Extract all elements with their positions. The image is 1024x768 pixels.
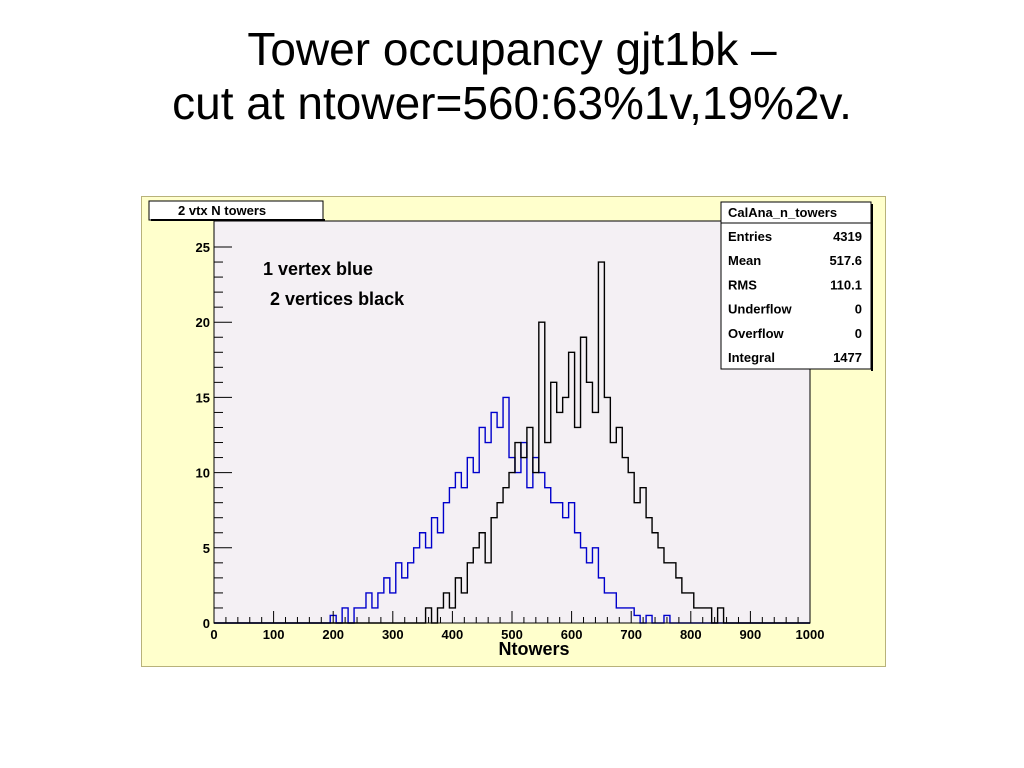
slide-title-line-2: cut at ntower=560:63%1v,19%2v. <box>172 77 852 129</box>
x-tick-label: 100 <box>263 627 285 642</box>
stats-label-underflow: Underflow <box>728 302 792 317</box>
plot-area <box>213 220 811 624</box>
stats-label-entries: Entries <box>728 229 772 244</box>
stats-box-shadow <box>871 204 873 371</box>
x-tick-label: 900 <box>740 627 762 642</box>
x-tick-label: 700 <box>620 627 642 642</box>
stats-value-entries: 4319 <box>833 229 862 244</box>
stats-value-integral: 1477 <box>833 350 862 365</box>
x-tick-label: 1000 <box>796 627 825 642</box>
y-tick-label: 5 <box>203 541 210 556</box>
stats-label-mean: Mean <box>728 253 761 268</box>
stats-rows: Entries 4319 Mean 517.6 RMS 110.1 Underflow 0 Ov… <box>728 229 862 365</box>
stats-box <box>720 201 872 370</box>
stats-label-integral: Integral <box>728 350 775 365</box>
series-1-line <box>214 396 810 624</box>
stats-value-rms: 110.1 <box>830 277 862 292</box>
hist-title-box-shadow <box>151 219 325 221</box>
stats-label-overflow: Overflow <box>728 326 785 341</box>
axes-layer: 0 100 200 300 400 500 600 700 800 900 1000 0 5 10 15 20… <box>196 240 825 642</box>
stats-label-rms: RMS <box>728 277 757 292</box>
y-tick-label: 0 <box>203 616 210 631</box>
y-tick-label: 10 <box>196 466 210 481</box>
x-tick-label: 0 <box>210 627 217 642</box>
x-tick-label: 400 <box>442 627 464 642</box>
x-tick-label: 600 <box>561 627 583 642</box>
x-tick-label: 800 <box>680 627 702 642</box>
x-tick-label: 300 <box>382 627 404 642</box>
y-tick-label: 25 <box>196 240 210 255</box>
series-2-line <box>214 261 810 624</box>
y-tick-label: 15 <box>196 390 210 405</box>
hist-title: 2 vtx N towers <box>178 203 266 218</box>
stats-value-mean: 517.6 <box>829 253 862 268</box>
stats-value-overflow: 0 <box>855 326 862 341</box>
series-layer <box>214 261 810 624</box>
annotation-2-vertices: 2 vertices black <box>270 289 405 309</box>
stats-value-underflow: 0 <box>855 302 862 317</box>
slide-title: Tower occupancy gjt1bk – cut at ntower=5… <box>0 22 1024 130</box>
stats-box-title: CalAna_n_towers <box>728 205 837 220</box>
x-tick-label: 200 <box>322 627 344 642</box>
x-tick-label: 500 <box>501 627 523 642</box>
annotation-1-vertex: 1 vertex blue <box>263 259 373 279</box>
slide-title-line-1: Tower occupancy gjt1bk – <box>247 23 777 75</box>
histogram-chart: 2 vtx N towers 1 vertex blue 2 vertices … <box>148 200 873 659</box>
x-axis-title: Ntowers <box>498 639 569 659</box>
y-tick-label: 20 <box>196 315 210 330</box>
histogram-figure: 2 vtx N towers 1 vertex blue 2 vertices … <box>141 196 886 667</box>
